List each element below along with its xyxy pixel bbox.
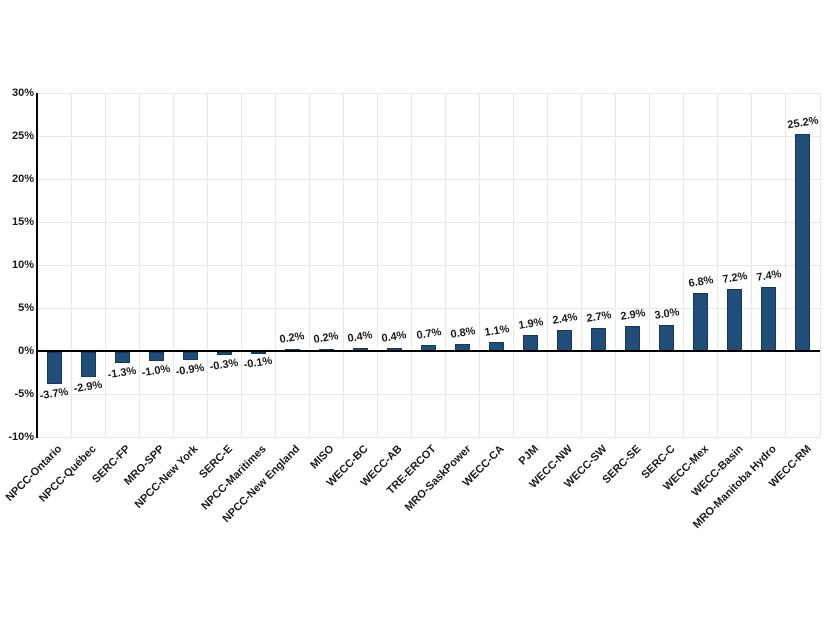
x-category-label: PJM — [516, 443, 542, 468]
y-tick-label: 25% — [11, 130, 34, 142]
y-tick-label: -10% — [8, 431, 34, 443]
bar — [727, 289, 743, 351]
x-category-label: NPCC-New York — [132, 443, 201, 511]
bar — [625, 326, 641, 351]
v-gridline — [513, 93, 515, 437]
bar — [795, 134, 811, 351]
bar — [523, 334, 539, 351]
y-tick-label: 30% — [11, 87, 34, 99]
h-gridline — [37, 135, 820, 137]
h-gridline — [37, 178, 820, 180]
v-gridline — [206, 93, 208, 437]
bar — [557, 330, 573, 351]
y-tick-label: -5% — [14, 388, 34, 400]
v-gridline — [445, 93, 447, 437]
v-gridline — [172, 93, 174, 437]
y-tick-label: 15% — [11, 216, 34, 228]
v-gridline — [479, 93, 481, 437]
y-tick-label: 10% — [11, 259, 34, 271]
bar — [693, 292, 709, 351]
v-gridline — [751, 93, 753, 437]
x-category-label: MISO — [308, 443, 337, 472]
v-gridline — [342, 93, 344, 437]
bar — [591, 327, 607, 351]
bar — [761, 287, 777, 351]
h-gridline — [37, 307, 820, 309]
v-gridline — [581, 93, 583, 437]
h-gridline — [37, 92, 820, 94]
bar — [114, 352, 130, 364]
v-gridline — [376, 93, 378, 437]
v-gridline — [785, 93, 787, 437]
v-gridline — [240, 93, 242, 437]
v-gridline — [547, 93, 549, 437]
v-gridline — [308, 93, 310, 437]
h-gridline — [37, 393, 820, 395]
v-gridline — [683, 93, 685, 437]
bar — [659, 325, 675, 351]
bar — [250, 352, 266, 354]
v-gridline — [649, 93, 651, 437]
y-tick-label: 0% — [18, 345, 34, 357]
zero-axis-line — [37, 350, 820, 352]
v-gridline — [410, 93, 412, 437]
bar — [182, 352, 198, 360]
v-gridline — [274, 93, 276, 437]
y-axis-line — [36, 93, 38, 438]
h-gridline — [37, 436, 820, 438]
h-gridline — [37, 264, 820, 266]
v-gridline — [104, 93, 106, 437]
v-gridline — [615, 93, 617, 437]
v-gridline — [70, 93, 72, 437]
y-tick-label: 20% — [11, 173, 34, 185]
bar — [46, 352, 62, 384]
v-gridline — [819, 93, 821, 437]
v-gridline — [138, 93, 140, 437]
y-tick-label: 5% — [18, 302, 34, 314]
v-gridline — [717, 93, 719, 437]
h-gridline — [37, 221, 820, 223]
bar — [216, 352, 232, 355]
bar — [148, 352, 164, 361]
bar — [80, 352, 96, 377]
